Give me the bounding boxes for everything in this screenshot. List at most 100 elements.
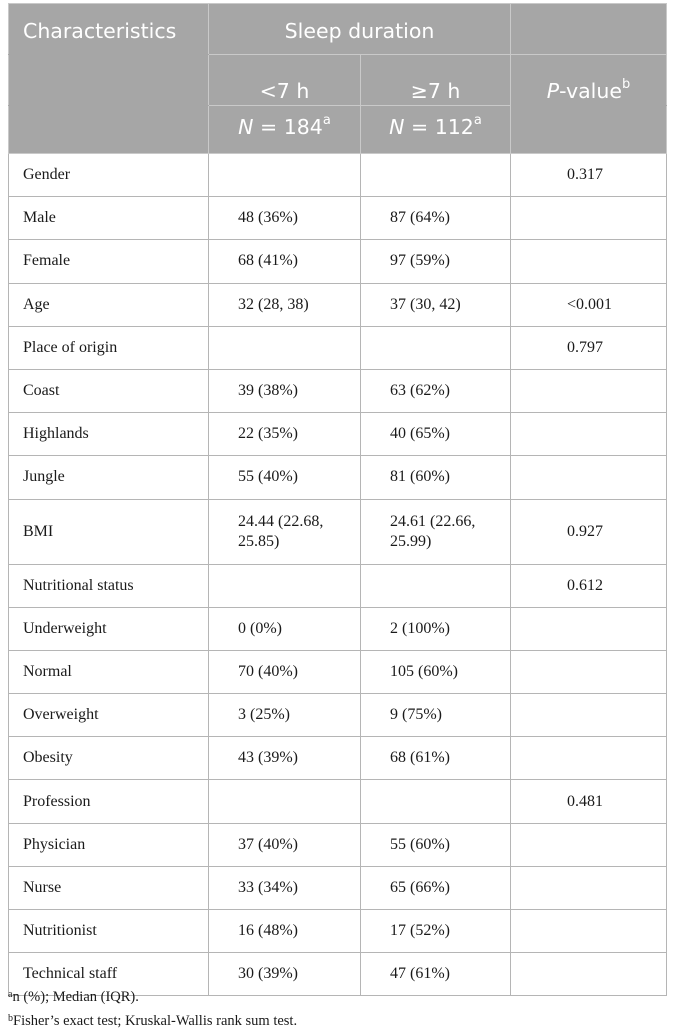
cell-pvalue [510, 196, 668, 241]
cell-group1: 16 (48%) [208, 908, 361, 954]
cell-pvalue [510, 412, 668, 457]
table-row: Underweight 0 (0%) 2 (100%) [8, 606, 668, 651]
header-pvalue: P-valueb [510, 54, 668, 106]
cell-group1: 3 (25%) [208, 693, 361, 738]
header-sleep-duration: Sleep duration [207, 3, 512, 55]
row-label: Nutritional status [8, 563, 209, 608]
header-group1-n: N = 184a [208, 105, 361, 154]
cell-group1: 48 (36%) [208, 196, 361, 241]
cell-pvalue [510, 736, 668, 781]
row-label: Overweight [8, 693, 209, 738]
cell-pvalue: 0.481 [510, 779, 668, 824]
cell-group2 [359, 779, 512, 824]
cell-pvalue [510, 822, 668, 867]
header-blank [8, 105, 209, 154]
table-row: Male 48 (36%) 87 (64%) [8, 196, 668, 241]
cell-group2: 81 (60%) [359, 455, 512, 500]
row-label: Female [8, 239, 209, 284]
footnote-a: an (%); Median (IQR). [8, 989, 139, 1005]
cell-group1: 33 (34%) [208, 865, 361, 911]
table-footnotes: an (%); Median (IQR). bFisher’s exact te… [8, 985, 297, 1033]
cell-group2: 65 (66%) [359, 865, 512, 911]
table-row: Gender 0.317 [8, 152, 668, 198]
cell-group2: 47 (61%) [359, 952, 512, 997]
table-row: BMI 24.44 (22.68, 25.85) 24.61 (22.66, 25.… [8, 498, 668, 565]
cell-group1: 32 (28, 38) [208, 282, 361, 327]
cell-group1: 37 (40%) [208, 822, 361, 867]
row-label: Gender [8, 152, 209, 198]
row-label: Obesity [8, 736, 209, 781]
header-blank [8, 54, 209, 106]
table-row: Nutritional status 0.612 [8, 563, 668, 608]
cell-group2: 105 (60%) [359, 649, 512, 695]
cell-group2: 63 (62%) [359, 368, 512, 414]
cell-group2: 37 (30, 42) [359, 282, 512, 327]
cell-group1: 39 (38%) [208, 368, 361, 414]
cell-pvalue [510, 693, 668, 738]
row-label: Nutritionist [8, 908, 209, 954]
cell-group2: 97 (59%) [359, 239, 512, 284]
table-row: Physician 37 (40%) 55 (60%) [8, 822, 668, 867]
cell-pvalue [510, 865, 668, 911]
row-label: Nurse [8, 865, 209, 911]
row-label: Place of origin [8, 325, 209, 370]
cell-group1: 30 (39%) [208, 952, 361, 997]
cell-group1: 55 (40%) [208, 455, 361, 500]
row-label: Highlands [8, 412, 209, 457]
cell-group1: 0 (0%) [208, 606, 361, 651]
cell-pvalue: 0.612 [510, 563, 668, 608]
row-label: Underweight [8, 606, 209, 651]
cell-pvalue [510, 952, 668, 997]
cell-group2: 87 (64%) [359, 196, 512, 241]
cell-pvalue: 0.927 [510, 498, 668, 565]
cell-pvalue [510, 649, 668, 695]
cell-group2 [359, 563, 512, 608]
table-row: Female 68 (41%) 97 (59%) [8, 239, 668, 284]
table-body: Gender 0.317 Male 48 (36%) 87 (64%) Female 6… [8, 152, 668, 997]
table-header: Characteristics Sleep duration <7 h ≥7 h… [8, 3, 668, 154]
table-row: Jungle 55 (40%) 81 (60%) [8, 455, 668, 500]
cell-group2: 24.61 (22.66, 25.99) [359, 498, 512, 565]
characteristics-table: Characteristics Sleep duration <7 h ≥7 h… [8, 3, 668, 997]
table-row: Normal 70 (40%) 105 (60%) [8, 649, 668, 695]
row-label: Profession [8, 779, 209, 824]
table-row: Obesity 43 (39%) 68 (61%) [8, 736, 668, 781]
cell-group1: 70 (40%) [208, 649, 361, 695]
cell-group1: 24.44 (22.68, 25.85) [208, 498, 361, 565]
row-label: Physician [8, 822, 209, 867]
cell-pvalue [510, 239, 668, 284]
row-label: BMI [8, 498, 209, 565]
cell-group2: 9 (75%) [359, 693, 512, 738]
table-row: Overweight 3 (25%) 9 (75%) [8, 693, 668, 738]
cell-pvalue [510, 368, 668, 414]
table-row: Profession 0.481 [8, 779, 668, 824]
cell-pvalue: <0.001 [510, 282, 668, 327]
cell-pvalue [510, 455, 668, 500]
cell-group2 [359, 152, 512, 198]
row-label: Jungle [8, 455, 209, 500]
cell-group1 [208, 152, 361, 198]
cell-group2: 68 (61%) [359, 736, 512, 781]
header-group1: <7 h [208, 54, 361, 106]
cell-group2: 55 (60%) [359, 822, 512, 867]
row-label: Normal [8, 649, 209, 695]
cell-group1: 68 (41%) [208, 239, 361, 284]
table-row: Place of origin 0.797 [8, 325, 668, 370]
cell-pvalue: 0.317 [510, 152, 668, 198]
cell-pvalue [510, 908, 668, 954]
table-row: Coast 39 (38%) 63 (62%) [8, 368, 668, 414]
header-blank [510, 105, 668, 154]
table-row: Highlands 22 (35%) 40 (65%) [8, 412, 668, 457]
cell-group1 [208, 563, 361, 608]
cell-pvalue [510, 606, 668, 651]
cell-group1 [208, 325, 361, 370]
cell-pvalue: 0.797 [510, 325, 668, 370]
row-label: Technical staff [8, 952, 209, 997]
table-row: Nurse 33 (34%) 65 (66%) [8, 865, 668, 911]
table-row: Nutritionist 16 (48%) 17 (52%) [8, 908, 668, 954]
table-row: Age 32 (28, 38) 37 (30, 42) <0.001 [8, 282, 668, 327]
cell-group1: 43 (39%) [208, 736, 361, 781]
cell-group2: 40 (65%) [359, 412, 512, 457]
header-empty [510, 3, 668, 55]
header-group2: ≥7 h [359, 54, 512, 106]
